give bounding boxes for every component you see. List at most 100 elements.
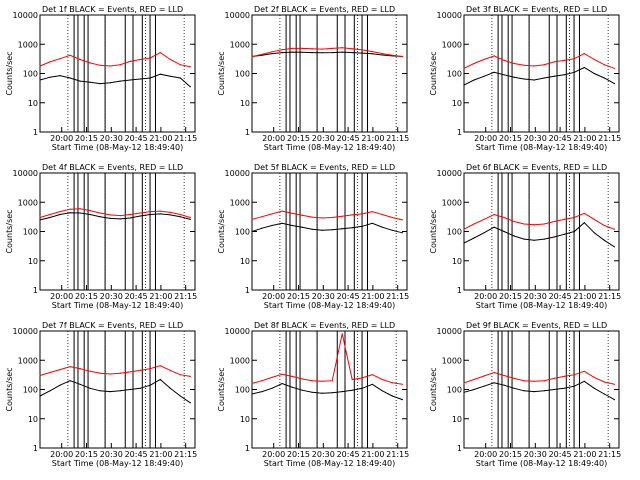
x-tick-label: 21:15 xyxy=(598,292,621,301)
data-point-events xyxy=(371,222,373,224)
x-tick-label: 20:45 xyxy=(337,450,360,459)
data-point-lld xyxy=(119,64,121,66)
panel-det-3: Det 3f BLACK = Events, RED = LLD 1 10 100 10… xyxy=(429,5,621,152)
data-point-events xyxy=(331,52,333,54)
data-point-events xyxy=(493,71,495,73)
data-point-lld xyxy=(321,48,323,50)
data-point-events xyxy=(179,216,181,218)
data-point-lld xyxy=(59,211,61,213)
data-point-events xyxy=(139,215,141,217)
x-tick-label: 21:15 xyxy=(174,134,197,143)
y-axis-label: Counts/sec xyxy=(217,51,226,95)
series-line-events xyxy=(39,378,191,404)
data-point-lld xyxy=(189,375,191,377)
data-point-events xyxy=(311,52,313,54)
x-tick-label: 20:45 xyxy=(549,292,572,301)
x-tick-label: 21:15 xyxy=(386,134,409,143)
data-point-events xyxy=(361,52,363,54)
data-point-events xyxy=(613,83,616,85)
x-tick-label: 21:15 xyxy=(598,134,621,143)
y-tick-label: 1 xyxy=(245,286,250,295)
data-point-lld xyxy=(583,53,585,55)
y-tick-label: 100 xyxy=(23,386,38,395)
x-tick-label: 20:30 xyxy=(312,134,335,143)
data-point-lld xyxy=(139,212,141,214)
data-point-events xyxy=(261,227,263,229)
x-tick-label: 20:30 xyxy=(524,134,547,143)
x-tick-label: 20:30 xyxy=(524,450,547,459)
data-point-lld xyxy=(473,62,475,65)
x-tick-label: 20:15 xyxy=(287,134,310,143)
data-point-lld xyxy=(89,210,91,212)
data-point-lld xyxy=(169,211,171,213)
data-point-lld xyxy=(493,55,495,57)
data-point-lld xyxy=(301,214,303,216)
y-tick-label: 1000 xyxy=(230,356,250,365)
panel-title: Det 3f BLACK = Events, RED = LLD xyxy=(466,5,607,14)
data-point-lld xyxy=(381,53,383,55)
panel-det-9: Det 9f BLACK = Events, RED = LLD 1 10 100 10… xyxy=(429,321,621,468)
plot-frame xyxy=(39,14,196,133)
x-tick-label: 20:15 xyxy=(287,292,310,301)
x-axis-label: Start Time (08-May-12 18:49:40) xyxy=(476,459,607,468)
data-point-events xyxy=(603,77,605,79)
data-point-lld xyxy=(341,47,343,49)
data-point-lld xyxy=(39,65,41,67)
data-point-lld xyxy=(281,210,283,212)
data-point-lld xyxy=(69,54,71,56)
data-point-events xyxy=(321,392,323,394)
data-point-lld xyxy=(311,216,313,218)
data-point-lld xyxy=(351,214,353,216)
x-axis-label: Start Time (08-May-12 18:49:40) xyxy=(52,143,183,152)
y-tick-label: 1000 xyxy=(230,40,250,49)
data-point-events xyxy=(109,82,111,84)
x-tick-label: 21:00 xyxy=(573,134,596,143)
series-line-lld xyxy=(463,212,615,230)
data-point-lld xyxy=(573,374,575,376)
series-line-events xyxy=(251,382,403,401)
data-point-events xyxy=(291,51,293,53)
data-point-lld xyxy=(483,375,485,377)
data-point-events xyxy=(583,222,585,224)
y-tick-label: 1000 xyxy=(442,356,462,365)
data-point-lld xyxy=(361,49,363,51)
data-point-events xyxy=(603,239,605,241)
data-point-lld xyxy=(603,224,605,227)
data-point-lld xyxy=(59,58,61,60)
data-point-lld xyxy=(149,211,151,213)
data-point-lld xyxy=(281,373,283,375)
panel-det-1: Det 1f BLACK = Events, RED = LLD 1 10 100 10… xyxy=(5,5,197,152)
data-point-events xyxy=(89,81,91,83)
data-point-lld xyxy=(301,47,303,50)
x-tick-label: 20:00 xyxy=(262,450,285,459)
data-point-events xyxy=(513,387,515,389)
data-point-events xyxy=(281,222,283,224)
y-axis-label: Counts/sec xyxy=(429,51,438,95)
data-point-events xyxy=(301,51,303,53)
data-point-lld xyxy=(271,213,273,215)
data-point-events xyxy=(563,387,565,389)
data-point-lld xyxy=(533,224,535,226)
x-tick-label: 20:15 xyxy=(75,292,98,301)
data-point-lld xyxy=(391,382,393,384)
data-point-events xyxy=(139,78,141,80)
data-point-lld xyxy=(513,377,515,379)
data-point-lld xyxy=(129,213,131,216)
data-point-lld xyxy=(361,377,363,379)
panel-det-5: Det 5f BLACK = Events, RED = LLD 1 10 100 10… xyxy=(217,163,409,310)
data-point-lld xyxy=(179,64,181,66)
x-tick-label: 20:45 xyxy=(125,450,148,459)
data-point-lld xyxy=(483,58,485,61)
panel-title: Det 6f BLACK = Events, RED = LLD xyxy=(466,163,607,172)
x-axis-label: Start Time (08-May-12 18:49:40) xyxy=(52,301,183,310)
panel-title: Det 4f BLACK = Events, RED = LLD xyxy=(42,163,183,172)
series-line-events xyxy=(463,66,615,86)
data-point-events xyxy=(341,51,343,53)
y-tick-label: 1000 xyxy=(18,40,38,49)
data-point-events xyxy=(523,238,525,240)
y-axis-label: Counts/sec xyxy=(429,367,438,411)
data-point-lld xyxy=(381,213,383,216)
data-point-events xyxy=(89,213,91,216)
panel-title: Det 2f BLACK = Events, RED = LLD xyxy=(254,5,395,14)
y-axis-label: Counts/sec xyxy=(5,209,14,253)
